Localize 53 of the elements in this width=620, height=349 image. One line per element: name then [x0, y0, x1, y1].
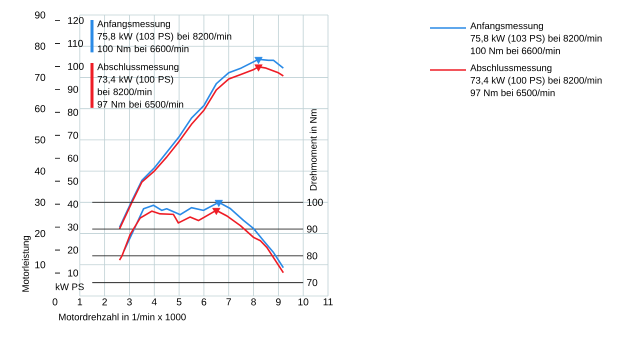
- x-tick-label: 9: [276, 298, 281, 306]
- y2-tick-label: 40: [68, 200, 78, 208]
- x-tick-label: 8: [251, 298, 256, 306]
- y-tick-label: 90: [34, 11, 46, 19]
- legend-label: Abschlussmessung: [470, 64, 552, 74]
- y2-tick-label: 30: [68, 224, 78, 231]
- x-tick-label: 2: [102, 298, 107, 306]
- y-tick-label: 10: [35, 261, 46, 268]
- x-tick-label: 10: [298, 298, 308, 306]
- x-tick-label: 11: [324, 298, 333, 306]
- y-tick-label: 40: [34, 168, 46, 175]
- y-tick-label: 50: [34, 136, 46, 144]
- y2-tick-label: 60: [68, 154, 78, 162]
- x-tick-label: 6: [202, 298, 206, 306]
- y2-tick-label: 120: [68, 16, 84, 24]
- y3-tick-label: 80: [306, 252, 318, 260]
- annotation: 75,8 kW (103 PS) bei 8200/min: [98, 32, 232, 42]
- x-tick-label: 7: [226, 298, 232, 306]
- x-tick-label: 0: [52, 298, 58, 306]
- annotation: 100 Nm bei 6600/min: [98, 45, 188, 52]
- text: Anfangsmessung: [97, 20, 170, 30]
- annotation: kW PS: [56, 283, 84, 290]
- text: 75,8 kW (103 PS) bei 8200/min: [470, 34, 602, 44]
- text: 97 Nm bei 6500/min: [470, 89, 555, 96]
- text: 73,4 kW (100 PS) bei 8200/min: [470, 76, 602, 86]
- x-axis-title: Motordrehzahl in 1/min x 1000: [59, 313, 186, 320]
- y3-tick-label: 90: [307, 226, 318, 233]
- y3-axis-title: Drehmoment in Nm: [310, 109, 317, 190]
- y2-tick-label: 10: [68, 270, 78, 277]
- x-tick-label: 5: [176, 298, 182, 306]
- y2-tick-label: 100: [68, 62, 84, 70]
- legend-label: Anfangsmessung: [470, 22, 543, 32]
- y3-tick-label: 100: [307, 198, 323, 206]
- y-axis-title: Motorleistung: [22, 236, 31, 292]
- y-tick-label: 70: [35, 74, 46, 81]
- text: 100 Nm bei 6600/min: [470, 47, 560, 54]
- x-tick-label: 3: [127, 298, 132, 306]
- annotation: 73,4 kW (100 PS) bei 8200/min: [98, 76, 174, 96]
- text: Abschlussmessung: [97, 63, 178, 72]
- y-tick-label: 20: [35, 230, 46, 238]
- x-tick-label: 1: [78, 298, 82, 306]
- y2-tick-label: 80: [68, 108, 78, 116]
- y2-tick-label: 50: [68, 178, 78, 185]
- y2-tick-label: 70: [68, 132, 78, 139]
- x-tick-label: 4: [152, 298, 157, 306]
- y-tick-label: 80: [34, 42, 46, 50]
- y2-tick-label: 110: [68, 40, 83, 47]
- y-tick-label: 30: [34, 198, 46, 206]
- y3-tick-label: 70: [307, 279, 318, 286]
- y-tick-label: 60: [35, 105, 46, 112]
- y2-tick-label: 20: [68, 246, 78, 254]
- y2-tick-label: 90: [68, 86, 78, 93]
- annotation: 97 Nm bei 6500/min: [98, 100, 184, 108]
